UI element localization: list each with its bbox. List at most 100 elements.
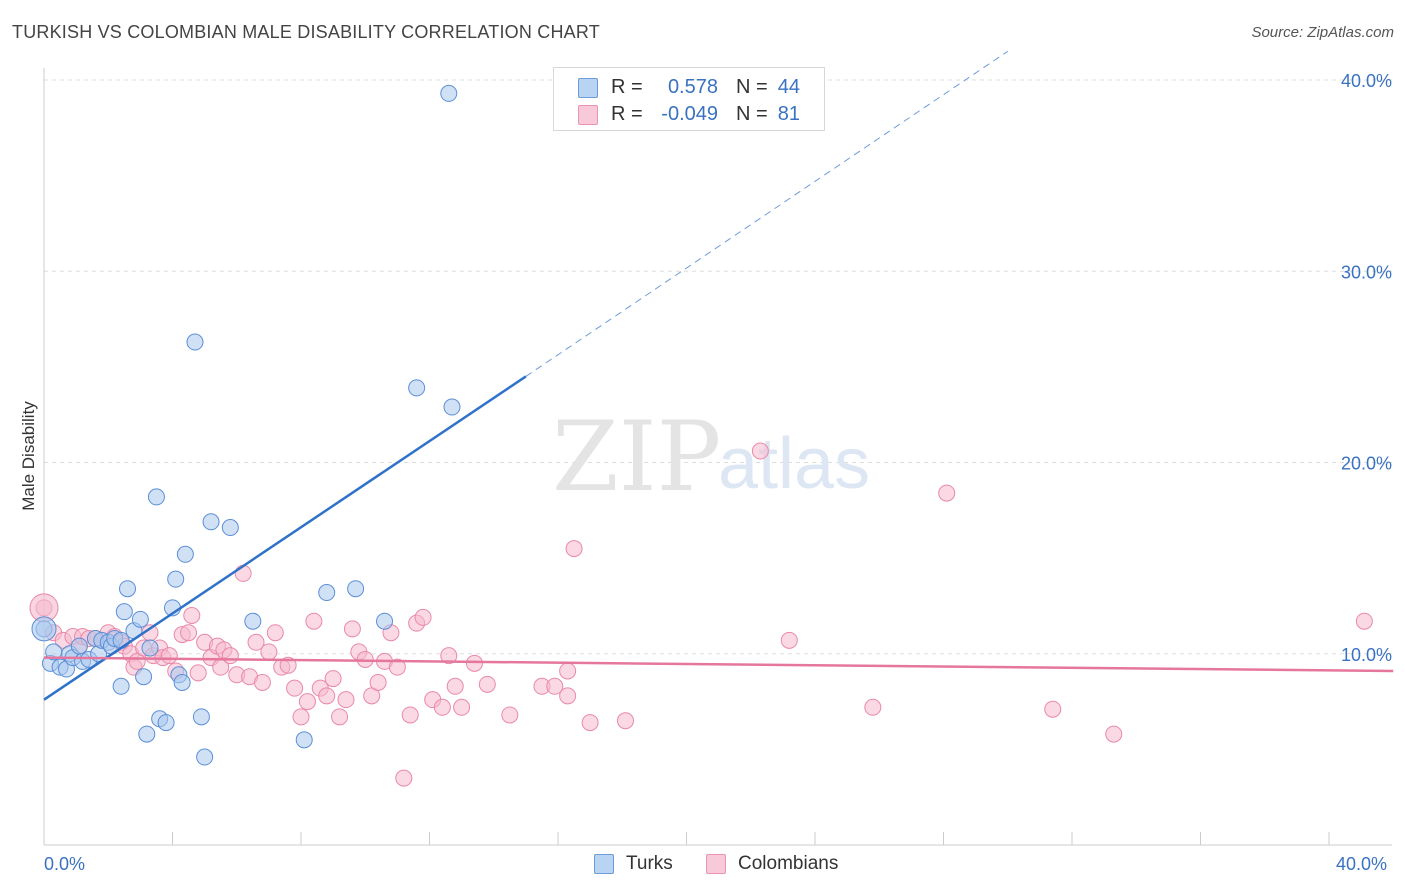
legend-r-label: R = [611,76,643,98]
turks-legend-swatch [594,854,614,874]
colombians-point [453,698,471,716]
colombians-point [388,658,406,676]
turks-point [131,610,149,628]
y-tick-label: 10.0% [1341,645,1392,665]
colombians-point [546,677,564,695]
chart-source: Source: ZipAtlas.com [1251,24,1394,41]
turks-point [221,519,239,537]
colombians-point [478,675,496,693]
colombians-point [160,647,178,665]
turks-swatch [578,78,598,98]
turks-point [440,84,458,102]
legend-r-label: R = [611,103,643,125]
turks-point [376,612,394,630]
bottom-legend-turks: Turks [594,852,714,876]
turks-point [176,545,194,563]
turks-point [147,488,165,506]
colombians-point [337,691,355,709]
colombians-point [305,612,323,630]
y-tick-label: 30.0% [1341,262,1392,282]
correlation-legend: R = 0.578 N = 44 R = -0.049 N = 81 [553,67,825,131]
turks-trend-line [43,375,527,701]
colombians-point [565,540,583,558]
turks-points [31,84,461,766]
watermark-atlas: atlas [718,424,870,504]
colombians-point [616,712,634,730]
colombians-point [938,484,956,502]
colombians-point [253,673,271,691]
turks-trend-extension [525,50,1009,377]
colombians-point [1044,700,1062,718]
colombians-point [324,670,342,688]
legend-r-value: -0.049 [661,103,718,125]
colombians-point [247,633,265,651]
turks-point [192,708,210,726]
watermark: ZIP atlas [552,401,870,513]
turks-point [408,379,426,397]
x-axis-ticks [172,832,1330,845]
legend-row-colombians: R = -0.049 N = 81 [554,101,824,127]
colombians-swatch [578,105,598,125]
colombians-point [266,624,284,642]
colombians-point [183,607,201,624]
y-tick-label: 20.0% [1341,454,1392,474]
colombians-point [260,643,278,661]
x-tick-label-max: 40.0% [1336,854,1387,874]
turks-point [318,584,336,602]
colombians-point [318,687,336,705]
turks-point [138,725,156,743]
colombians-point [395,769,413,787]
turks-point [115,603,133,621]
turks-point [443,398,461,416]
turks-point [157,714,175,732]
colombians-point [559,687,577,705]
colombians-point [559,662,577,680]
colombians-legend-label: Colombians [738,853,839,874]
y-axis-label: Male Disability [19,401,38,511]
colombians-point [1355,612,1373,630]
turks-point [347,580,365,598]
turks-point [119,580,137,598]
turks-point [202,513,220,531]
turks-point [173,673,191,691]
colombians-point [343,620,361,638]
turks-point [295,731,313,749]
colombians-point [331,708,349,726]
legend-n-label: N = [736,103,768,125]
turks-legend-label: Turks [626,853,673,874]
colombians-point [440,647,458,665]
y-tick-label: 40.0% [1341,71,1392,91]
colombians-point [864,698,882,716]
bottom-legend-colombians: Colombians [706,852,866,876]
colombians-trend-line [43,656,1394,673]
colombians-point [780,631,798,649]
colombians-point [401,706,419,724]
colombians-point [414,608,432,626]
colombians-point [292,708,310,726]
turks-point [244,612,262,630]
turks-point [141,639,159,657]
colombians-point [221,647,239,665]
colombians-point [286,679,304,697]
turks-point [135,668,153,686]
watermark-zip: ZIP [552,401,721,513]
turks-point [31,616,57,642]
x-tick-label-min: 0.0% [44,854,85,874]
colombians-point [298,693,316,711]
turks-point [196,748,214,766]
colombians-legend-swatch [706,854,726,874]
colombians-point [465,654,483,672]
colombians-point [189,664,207,682]
colombians-point [581,714,599,732]
turks-point [167,570,185,588]
colombians-point [433,698,451,716]
y-axis-tick-labels: 10.0% 20.0% 30.0% 40.0% [1341,71,1392,665]
colombians-point [1105,725,1123,743]
trend-lines [43,50,1394,701]
colombians-point [234,564,252,582]
axes [43,68,1392,846]
turks-point [186,333,204,351]
legend-r-value: 0.578 [667,76,718,98]
colombians-point [446,677,464,695]
